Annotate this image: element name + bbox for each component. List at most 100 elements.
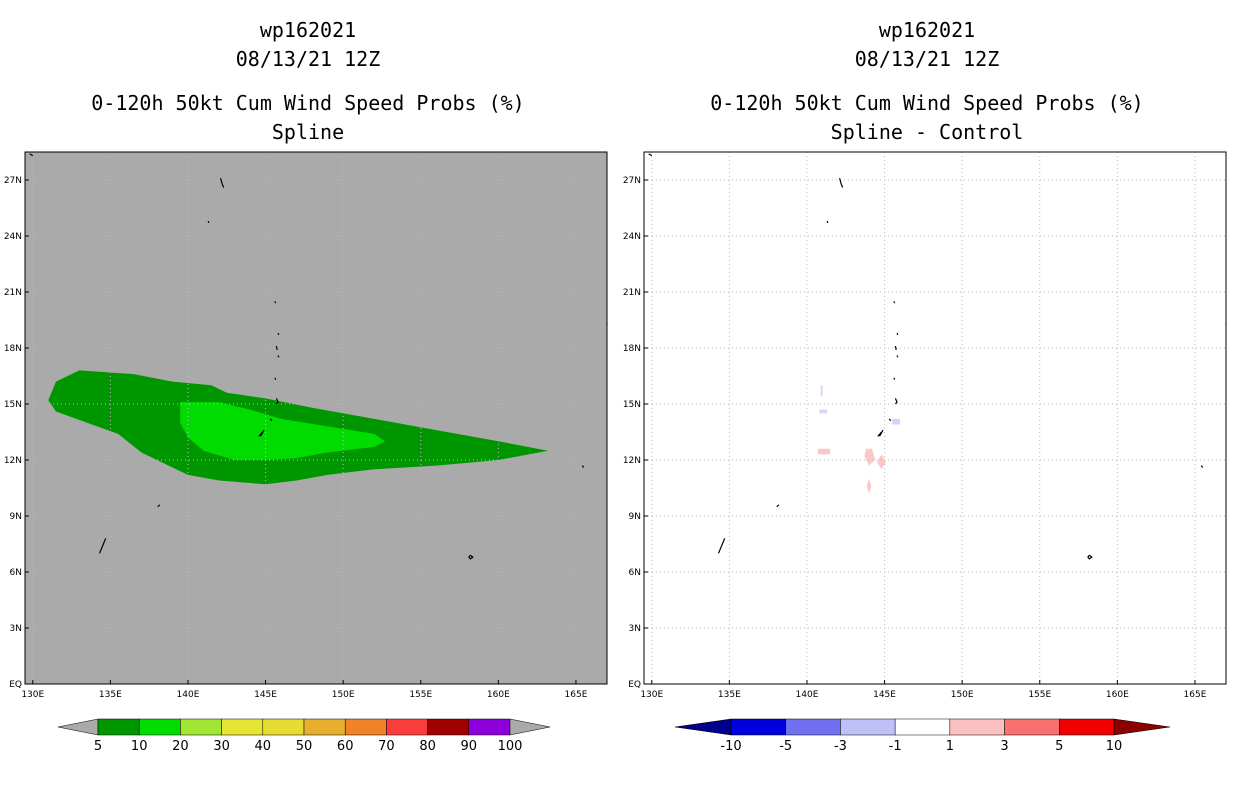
right-coastline-1 <box>826 220 829 224</box>
left-coastline-6 <box>274 377 277 380</box>
right-coastline-8 <box>888 418 892 422</box>
right-colorbar-label-7: 10 <box>1106 739 1123 754</box>
left-coastline-10 <box>157 504 161 508</box>
right-colorbar-label-5: 3 <box>1000 739 1008 754</box>
right-colorbar-swatch-0 <box>730 718 786 736</box>
left-ytick-label-9: 27N <box>4 176 22 186</box>
left-colorbar-swatch-5 <box>303 718 346 736</box>
right-xtick-label-7: 165E <box>1184 690 1207 700</box>
left-xtick-label-2: 140E <box>177 690 200 700</box>
left-ytick-label-4: 12N <box>4 456 22 466</box>
left-ytick-label-0: EQ <box>9 680 22 690</box>
right-ytick-label-5: 15N <box>623 400 641 410</box>
left-ytick-label-6: 18N <box>4 344 22 354</box>
left-coastline-9 <box>258 429 265 437</box>
left-coastline-2 <box>274 301 277 304</box>
left-xtick-label-4: 150E <box>332 690 355 700</box>
left-colorbar-label-0: 5 <box>94 739 102 754</box>
right-contour-6 <box>892 418 901 425</box>
right-coastline-6 <box>893 377 896 380</box>
left-ytick-label-5: 15N <box>4 400 22 410</box>
right-contour-3 <box>866 478 872 494</box>
right-coastline-9 <box>877 429 884 437</box>
left-colorbar-swatch-6 <box>344 718 387 736</box>
right-coastline-15 <box>648 153 653 157</box>
left-colorbar-label-3: 30 <box>213 739 230 754</box>
left-title-product: 0-120h 50kt Cum Wind Speed Probs (%) <box>91 91 525 115</box>
left-title-method: Spline <box>271 120 345 144</box>
left-coastline-13 <box>581 465 585 468</box>
right-colorbar-label-4: 1 <box>946 739 954 754</box>
left-title-time: 08/13/21 12Z <box>235 47 381 71</box>
right-colorbar-swatch-1 <box>785 718 841 736</box>
right-coastline-3 <box>896 332 899 336</box>
right-ytick-label-7: 21N <box>623 288 641 298</box>
left-colorbar-swatch-8 <box>427 718 470 736</box>
right-colorbar-label-6: 5 <box>1055 739 1063 754</box>
left-coastline-15 <box>29 153 34 157</box>
left-colorbar-label-6: 60 <box>337 739 354 754</box>
right-colorbar-label-2: -3 <box>834 739 847 754</box>
left-contour-1 <box>180 402 386 460</box>
right-contour-5 <box>820 385 823 397</box>
right-coastline-12 <box>1087 554 1093 560</box>
left-colorbar-swatch-9 <box>468 718 511 736</box>
left-ytick-label-1: 3N <box>10 624 22 634</box>
left-colorbar-swatch-7 <box>386 718 428 736</box>
right-ytick-label-0: EQ <box>628 680 641 690</box>
right-colorbar-extend-low <box>674 718 732 736</box>
right-title-product: 0-120h 50kt Cum Wind Speed Probs (%) <box>710 91 1144 115</box>
left-xtick-label-3: 145E <box>254 690 277 700</box>
left-colorbar-swatch-3 <box>221 718 264 736</box>
right-colorbar-swatch-4 <box>949 718 1005 736</box>
left-colorbar-label-8: 80 <box>419 739 436 754</box>
left-ytick-label-3: 9N <box>10 512 22 522</box>
left-colorbar-swatch-2 <box>180 718 222 736</box>
right-ytick-label-9: 27N <box>623 176 641 186</box>
right-colorbar-swatch-3 <box>894 718 951 736</box>
left-colorbar-label-9: 90 <box>461 739 478 754</box>
right-ytick-label-2: 6N <box>629 568 641 578</box>
right-colorbar-label-3: -1 <box>889 739 902 754</box>
right-ytick-label-1: 3N <box>629 624 641 634</box>
right-coastline-4 <box>894 345 897 351</box>
left-xtick-label-5: 155E <box>409 690 432 700</box>
left-coastline-4 <box>275 345 278 351</box>
left-coastline-5 <box>277 355 280 358</box>
left-ytick-label-2: 6N <box>10 568 22 578</box>
left-colorbar-label-10: 100 <box>498 739 523 754</box>
right-contour-2 <box>876 454 887 470</box>
left-coastline-3 <box>277 332 280 336</box>
left-colorbar-label-2: 20 <box>172 739 189 754</box>
right-colorbar-swatch-6 <box>1059 718 1115 736</box>
left-colorbar-swatch-4 <box>262 718 305 736</box>
left-colorbar-label-7: 70 <box>378 739 395 754</box>
right-coastline-7 <box>894 398 898 405</box>
left-plot-frame <box>24 151 608 685</box>
left-coastline-11 <box>98 538 107 554</box>
left-coastline-7 <box>275 398 279 405</box>
left-title: wp162021 08/13/21 12Z 0-120h 50kt Cum Wi… <box>8 16 608 147</box>
right-colorbar-swatch-2 <box>840 718 896 736</box>
left-colorbar-label-1: 10 <box>131 739 148 754</box>
left-colorbar-label-5: 50 <box>296 739 313 754</box>
right-xtick-label-1: 135E <box>718 690 741 700</box>
right-coastline-2 <box>893 301 896 304</box>
left-colorbar-extend-low <box>57 718 99 736</box>
left-colorbar-extend-high <box>509 718 551 736</box>
left-coastline-8 <box>269 418 273 422</box>
left-coastline-12 <box>468 554 474 560</box>
right-plot-area <box>644 152 1226 684</box>
right-xtick-label-4: 150E <box>951 690 974 700</box>
right-title: wp162021 08/13/21 12Z 0-120h 50kt Cum Wi… <box>627 16 1227 147</box>
right-title-time: 08/13/21 12Z <box>854 47 1000 71</box>
left-coastline-1 <box>207 220 210 224</box>
right-title-storm: wp162021 <box>878 18 976 42</box>
right-colorbar-swatch-5 <box>1004 718 1060 736</box>
right-ytick-label-8: 24N <box>623 232 641 242</box>
right-colorbar-label-0: -10 <box>720 739 741 754</box>
left-colorbar-swatch-0 <box>97 718 140 736</box>
right-coastline-10 <box>776 504 780 508</box>
right-plot-frame <box>643 151 1227 685</box>
